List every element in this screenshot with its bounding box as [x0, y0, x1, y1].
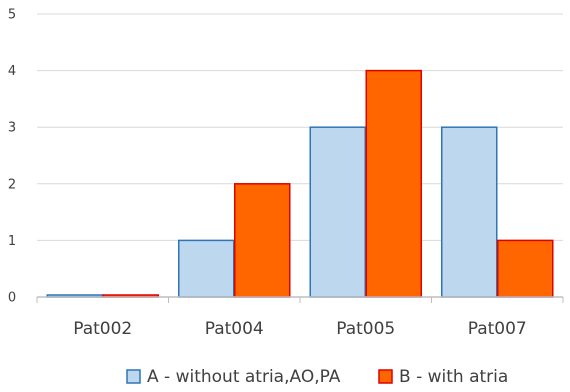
- bar-pat005-series-a: [309, 126, 366, 298]
- legend-swatch-a: [126, 369, 141, 384]
- x-tick-label-pat007: Pat007: [468, 319, 527, 339]
- bar-pat007-series-b: [497, 239, 554, 298]
- y-tick-label-2: 2: [8, 177, 16, 192]
- legend-label-a: A - without atria,AO,PA: [147, 367, 341, 387]
- legend-swatch-b: [378, 369, 393, 384]
- legend-item-a: A - without atria,AO,PA: [126, 367, 341, 387]
- legend-item-b: B - with atria: [378, 367, 508, 387]
- bar-pat007-series-a: [441, 126, 498, 298]
- y-axis-tick-labels: 0 1 2 3 4 5: [8, 8, 16, 306]
- y-tick-label-5: 5: [8, 8, 16, 23]
- x-tick-label-pat004: Pat004: [205, 319, 264, 339]
- bar-pat005-series-b: [365, 69, 422, 298]
- y-tick-label-4: 4: [8, 64, 16, 79]
- bar-pat004-series-b: [234, 183, 291, 298]
- x-axis-category-labels: Pat002 Pat004 Pat005 Pat007: [73, 319, 527, 339]
- y-tick-label-1: 1: [8, 234, 16, 249]
- x-tick-label-pat005: Pat005: [336, 319, 395, 339]
- legend-label-b: B - with atria: [399, 367, 508, 387]
- bar-pat004-series-a: [178, 239, 235, 298]
- legend: A - without atria,AO,PA B - with atria: [126, 367, 508, 387]
- y-tick-label-0: 0: [8, 291, 16, 306]
- x-axis: [36, 296, 564, 303]
- x-tick-label-pat002: Pat002: [73, 319, 132, 339]
- y-tick-label-3: 3: [8, 121, 16, 136]
